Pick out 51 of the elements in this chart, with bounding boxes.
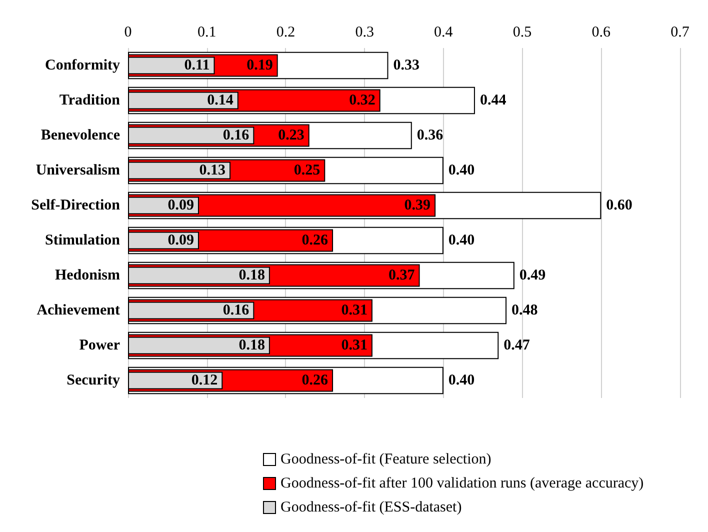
y-tick-label: Universalism [36,162,120,178]
x-tick-label: 0.7 [670,24,690,40]
data-label: 0.31 [341,338,368,354]
data-label: 0.18 [238,268,265,284]
data-label: 0.11 [184,58,210,74]
data-label: 0.36 [416,128,444,144]
data-label: 0.48 [512,302,538,318]
data-label: 0.25 [294,162,320,178]
x-tick-label: 0.2 [276,24,296,40]
data-label: 0.16 [222,128,250,144]
legend-label: Goodness-of-fit (ESS-dataset) [280,500,462,516]
data-label: 0.40 [448,162,475,178]
data-label: 0.31 [341,302,368,318]
data-label: 0.09 [168,198,194,214]
data-label: 0.12 [191,372,218,388]
data-label: 0.60 [606,198,632,214]
legend-label: Goodness-of-fit after 100 validation runs (average accuracy) [280,476,644,492]
data-label: 0.23 [278,128,304,144]
y-tick-label: Conformity [45,58,120,74]
y-tick-label: Stimulation [44,232,121,248]
x-tick-label: 0 [124,24,132,40]
x-tick-label: 0.3 [355,24,374,40]
data-label: 0.44 [480,92,507,108]
data-label: 0.26 [302,232,329,248]
x-tick-label: 0.5 [512,24,532,40]
y-tick-label: Achievement [36,302,120,318]
data-label: 0.26 [302,372,329,388]
x-tick-label: 0.1 [197,24,216,40]
legend-label: Goodness-of-fit (Feature selection) [280,452,492,468]
data-label: 0.09 [168,232,194,248]
data-label: 0.40 [448,232,475,248]
data-label: 0.40 [448,372,475,388]
data-label: 0.13 [199,162,226,178]
y-tick-label: Hedonism [54,268,120,284]
y-tick-label: Tradition [59,92,121,108]
data-label: 0.19 [246,58,273,74]
y-tick-label: Self-Direction [31,198,121,214]
y-tick-label: Power [79,338,120,354]
data-label: 0.47 [504,338,530,354]
data-label: 0.18 [238,338,265,354]
data-label: 0.49 [519,268,546,284]
data-label: 0.37 [388,268,416,284]
data-label: 0.33 [393,58,420,74]
y-tick-label: Benevolence [40,128,120,144]
x-tick-label: 0.4 [434,24,454,40]
x-tick-label: 0.6 [592,24,612,40]
data-label: 0.39 [404,198,431,214]
data-label: 0.32 [349,92,376,108]
data-label: 0.16 [222,302,250,318]
y-tick-label: Security [66,372,120,388]
data-label: 0.14 [207,92,234,108]
